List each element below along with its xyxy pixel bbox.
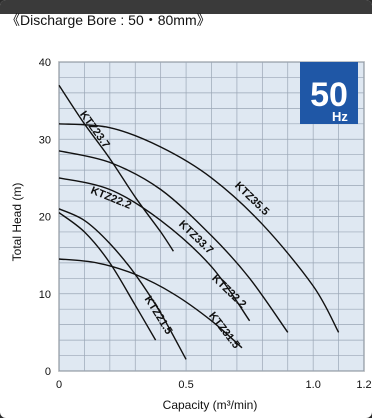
badge-value: 50: [310, 76, 348, 114]
curve-ktz23-7: [58, 84, 174, 252]
curve-layer: [58, 84, 340, 360]
x-axis-label: Capacity (m³/min): [163, 398, 258, 412]
top-strip: [0, 0, 372, 14]
grid-lines: [58, 61, 365, 372]
badge-background: [300, 62, 358, 124]
y-tick-label: 30: [39, 134, 51, 146]
tick-labels: 0 10 20 30 40 0 0.5 1.0 1.2: [39, 57, 372, 391]
curve-ktz33-7: [58, 150, 289, 333]
x-tick-label: 0: [56, 379, 62, 391]
curve-ktz22-2: [58, 208, 187, 360]
y-tick-label: 20: [39, 212, 51, 224]
curve-ktz35-5: [58, 123, 340, 333]
chart-header-title: 《Discharge Bore : 50・80mm》: [6, 12, 211, 28]
y-axis-label: Total Head (m): [10, 183, 24, 262]
x-tick-label: 1.2: [356, 379, 371, 391]
x-tick-label: 0.5: [178, 379, 193, 391]
curve-ktz32-2: [58, 177, 251, 322]
x-tick-label: 1.0: [306, 379, 321, 391]
badge-unit: Hz: [332, 109, 348, 124]
curve-ktz31-5: [58, 258, 243, 349]
y-tick-label: 40: [39, 57, 51, 69]
frequency-badge: 50 Hz: [300, 62, 358, 124]
y-tick-label: 10: [39, 289, 51, 301]
curve-ktz21-5: [58, 212, 157, 341]
y-tick-label: 0: [45, 366, 51, 378]
